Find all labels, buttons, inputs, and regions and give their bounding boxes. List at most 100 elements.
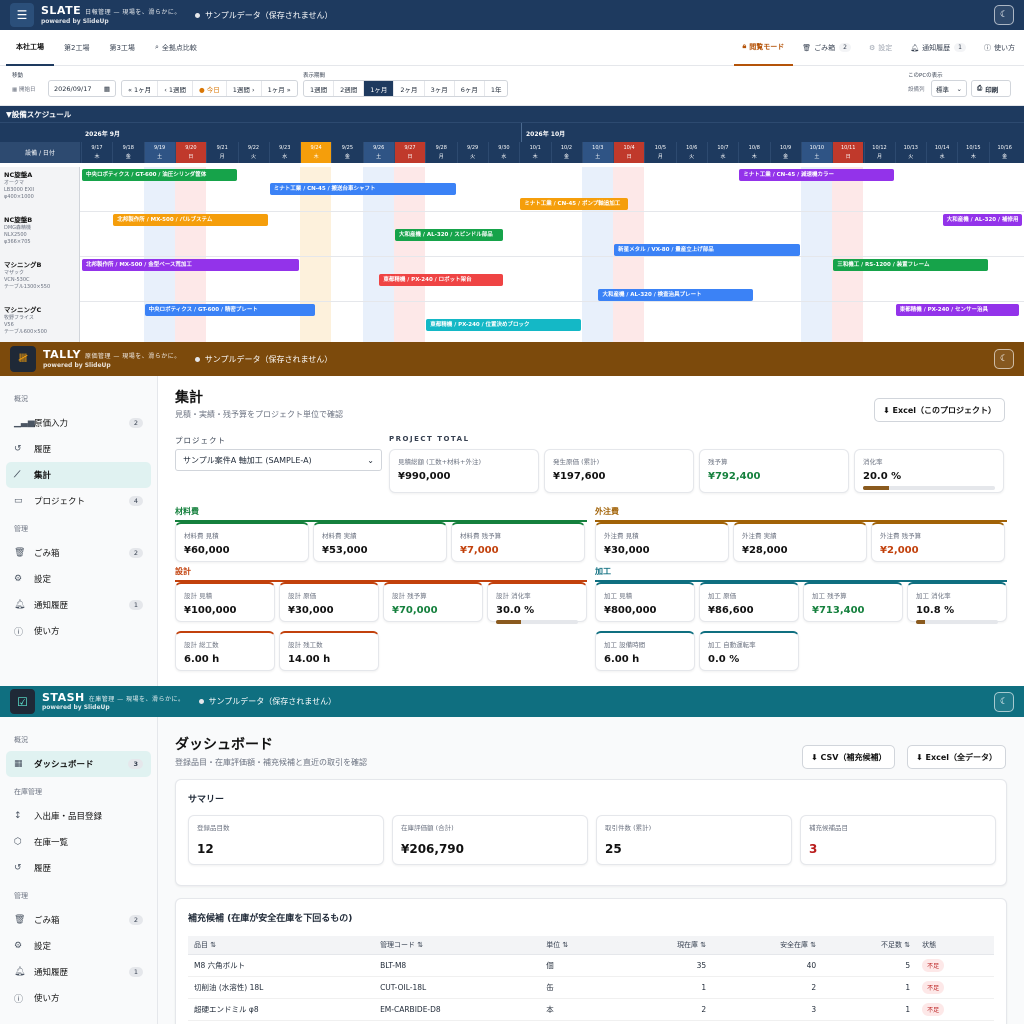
schedule-bar[interactable]: ミナト工業 / CN-45 / 搬送台車シャフト [269,183,456,195]
gear-icon: ⚙ [14,574,23,584]
schedule-bar[interactable]: 東都精機 / PX-240 / ロボット架台 [379,274,503,286]
section-header-design: 設計 [175,566,587,582]
sidebar-item[interactable]: ⚙ 設定 [0,566,157,592]
sidebar-item[interactable]: ▁▃▅ 原価入力 2 [0,410,157,436]
sidebar-item[interactable]: ⓘ 使い方 [0,985,157,1011]
tab-factory-3[interactable]: 第3工場 [109,43,135,52]
help-button[interactable]: ⓘ 使い方 [975,30,1024,66]
schedule-bar[interactable]: 北邦製作所 / MX-500 / 金型ベース荒加工 [82,259,300,271]
sidebar-item[interactable]: ⓘ 使い方 [0,618,157,644]
schedule-bar[interactable]: ミナト工業 / CN-45 / 減速機カラー [739,169,894,181]
theme-toggle-moon-icon[interactable]: ☾ [994,691,1014,712]
sidebar-item[interactable]: ↺ 履歴 [0,855,157,881]
sidebar-item[interactable]: 🗑︎ ごみ箱 2 [0,540,157,566]
schedule-bar[interactable]: 中央ロボティクス / GT-600 / 油圧シリンダ筐体 [82,169,237,181]
metric-label: 設計 見積 [184,592,213,600]
column-header[interactable]: 現在庫 ⇅ [618,936,713,955]
tab-honsha[interactable]: 本社工場 [6,30,54,66]
tab-compare-all[interactable]: ⌕ 全拠点比較 [145,30,207,66]
project-select[interactable]: サンプル案件A 軸加工 (SAMPLE-A) ⌄ [175,449,382,471]
schedule-bar[interactable]: 大和産機 / AL-320 / スピンドル部品 [395,229,503,241]
metric-card: 設計 消化率 30.0 % [487,582,587,624]
day-header: 10/13 火 [894,142,926,163]
settings-button[interactable]: ⚙ 設定 [860,30,901,66]
day-header: 9/19 土 [143,142,175,163]
column-header[interactable]: 状態 [916,936,994,955]
excel-export-button[interactable]: ⬇ Excel（このプロジェクト） [874,398,1006,422]
sidebar-item[interactable]: ⚙ 設定 [0,933,157,959]
day-header: 9/26 土 [362,142,394,163]
view-mode-button[interactable]: 🔒︎ 閲覧モード [733,30,794,66]
start-date-input[interactable]: 2026/09/17 ▦ [48,80,116,97]
csv-export-button[interactable]: ⬇ CSV（補充候補） [802,745,896,769]
column-header[interactable]: 不足数 ⇅ [822,936,917,955]
schedule-bar[interactable]: 中央ロボティクス / GT-600 / 精密プレート [144,304,315,316]
next-week-button[interactable]: 1週間 › [227,81,262,96]
period-3m[interactable]: 3ヶ月 [425,81,455,96]
trend-icon: ⟋ [14,470,21,480]
table-row[interactable]: 超硬エンドミル φ8 EM-CARBIDE-D8 本 2 3 1 不足 [188,998,994,1021]
schedule-bar[interactable]: ミナト工業 / CN-45 / ポンプ軸追加工 [520,198,628,210]
schedule-bar[interactable]: 大和産機 / AL-320 / 補修用 [942,214,1022,226]
column-header[interactable]: 安全在庫 ⇅ [712,936,823,955]
column-select[interactable]: 標準 ⌄ [931,80,967,97]
stash-sample-notice: サンプルデータ（保存されません） [198,696,336,707]
sidebar-item[interactable]: ▦ ダッシュボード 3 [6,751,151,777]
sidebar-item[interactable]: ↺ 履歴 [0,436,157,462]
schedule-bar[interactable]: 三和機工 / RS-1200 / 装置フレーム [833,259,988,271]
day-date: 10/14 [934,145,950,151]
help-label: 使い方 [994,43,1015,52]
table-row[interactable]: M8 六角ボルト BLT-M8 個 35 40 5 不足 [188,954,994,977]
notify-button[interactable]: 🔔︎ 通知履歴 1 [901,30,975,66]
tab-factory-2[interactable]: 第2工場 [64,43,90,52]
sidebar-item[interactable]: 🔔︎ 通知履歴 1 [0,959,157,985]
period-1m[interactable]: 1ヶ月 [364,81,395,96]
schedule-bar[interactable]: 大和産機 / AL-320 / 検査治具プレート [598,289,753,301]
prev-month-button[interactable]: « 1ヶ月 [122,81,159,96]
stash-brand-name: STASH [42,690,85,704]
day-date: 9/25 [341,145,353,151]
equipment-label[interactable]: マシニングC 牧野フライス V56 テーブル600×500 [0,302,80,342]
summary-metric: 取引件数 (累計) 25 [596,815,792,865]
column-header[interactable]: 単位 ⇅ [540,936,619,955]
today-button[interactable]: ● 今日 [193,81,227,96]
schedule-bar[interactable]: 東都精機 / PX-240 / センサー治具 [895,304,1019,316]
trash-button[interactable]: 🗑︎ ごみ箱 2 [793,30,860,66]
column-header[interactable]: 品目 ⇅ [188,936,375,955]
equipment-label[interactable]: マシニングB マザック VCN-530C テーブル1300×550 [0,257,80,302]
day-weekday: 水 [720,154,726,160]
day-header: 9/28 月 [425,142,456,163]
equipment-label[interactable]: NC旋盤B DMG森精機 NLX2500 φ366×705 [0,212,80,257]
metric-label: 設計 総工数 [184,641,219,649]
print-button[interactable]: ⎙ 印刷 [971,80,1011,97]
schedule-bar[interactable]: 北邦製作所 / MX-500 / バルブステム [113,214,268,226]
prev-week-button[interactable]: ‹ 1週間 [158,81,193,96]
cell-unit: 個 [540,954,619,977]
day-column-bg [362,167,394,342]
theme-toggle-moon-icon[interactable]: ☾ [994,349,1014,369]
schedule-bar[interactable]: 新星メタル / VX-80 / 量産立上げ部品 [614,244,800,256]
notify-count-badge: 1 [954,43,966,52]
period-6m[interactable]: 6ヶ月 [455,81,485,96]
column-header[interactable]: 管理コード ⇅ [374,936,541,955]
sidebar-item[interactable]: ↕ 入出庫・品目登録 [0,803,157,829]
chart-icon: ▁▃▅ [14,418,35,428]
day-column-bg [394,167,425,342]
period-2w[interactable]: 2週間 [334,81,365,96]
period-2m[interactable]: 2ヶ月 [394,81,425,96]
schedule-title[interactable]: ▼設備スケジュール [0,106,1024,122]
sidebar-item[interactable]: 🗑︎ ごみ箱 2 [0,907,157,933]
excel-all-button[interactable]: ⬇ Excel（全データ） [907,745,1007,769]
period-1y[interactable]: 1年 [490,85,502,94]
next-month-button[interactable]: 1ヶ月 » [267,85,291,94]
sidebar-item[interactable]: ⟋ 集計 [6,462,151,488]
theme-toggle-moon-icon[interactable]: ☾ [994,5,1014,25]
table-row[interactable]: 切削油 (水溶性) 18L CUT-OIL-18L 缶 1 2 1 不足 [188,976,994,999]
sidebar-item[interactable]: ⬡ 在庫一覧 [0,829,157,855]
sidebar-item[interactable]: ▭ プロジェクト 4 [0,488,157,514]
equipment-label[interactable]: NC旋盤A オークマ LB3000 EXII φ400×1000 [0,167,80,212]
period-1w[interactable]: 1週間 [304,81,335,96]
summary-metric: 在庫評価額 (合計) ¥206,790 [392,815,588,865]
schedule-bar[interactable]: 東都精機 / PX-240 / 位置決めブロック [426,319,581,331]
sidebar-item[interactable]: 🔔︎ 通知履歴 1 [0,592,157,618]
